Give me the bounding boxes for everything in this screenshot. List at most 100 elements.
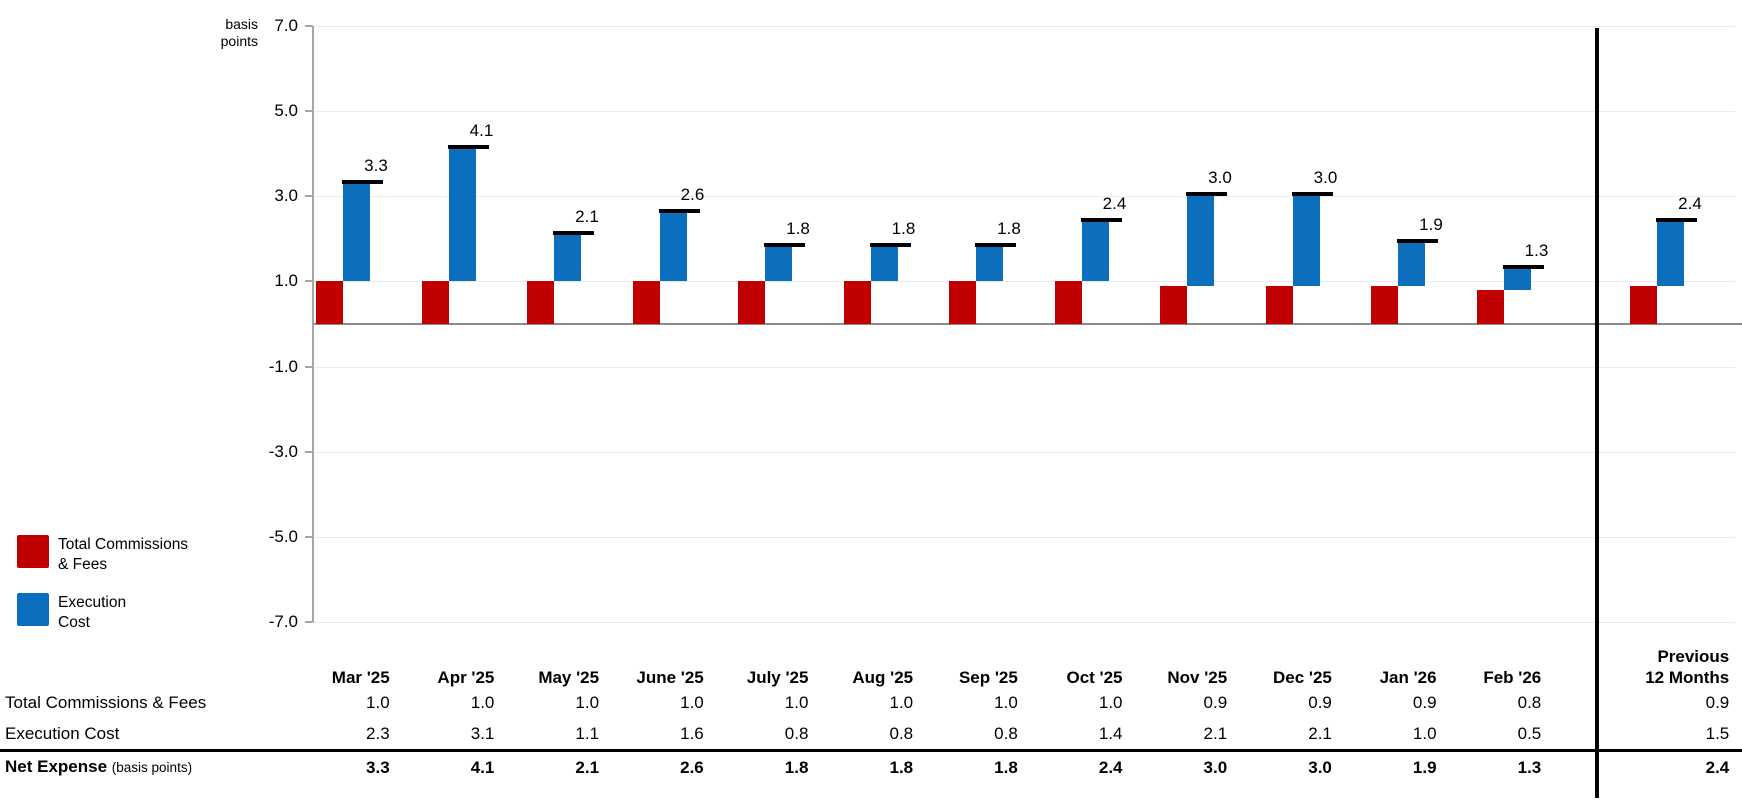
previous-period-divider: [1595, 28, 1599, 798]
net-expense-marker: [1397, 239, 1438, 244]
month-header-cell: Aug '25: [852, 668, 914, 687]
row-label-cell: Total Commissions & Fees: [5, 693, 207, 712]
gridline: [312, 621, 1735, 623]
value-cell: 3.0: [1203, 757, 1228, 777]
bar-total-commissions-fees: [949, 281, 976, 324]
value-cell: 1.8: [994, 757, 1018, 777]
month-header-cell: Oct '25: [1066, 668, 1123, 687]
value-cell: 2.4: [1098, 757, 1123, 777]
net-expense-marker: [553, 230, 594, 235]
net-expense-separator-line: [0, 749, 1742, 752]
bar-total-commissions-fees: [527, 281, 554, 324]
value-cell: 0.9: [1412, 693, 1437, 712]
table-header-row: Mar '25 Apr '25 May '25 June '25 July '25 Aug…: [0, 631, 1729, 688]
y-axis-tick-label: 3.0: [274, 186, 298, 206]
value-cell: 1.0: [366, 693, 390, 712]
y-axis-tick: [305, 365, 313, 368]
value-cell: 3.0: [1308, 757, 1332, 777]
month-header-cell: Nov '25: [1167, 668, 1228, 687]
bar-total-commissions-fees: [1476, 289, 1504, 324]
y-axis-tick-label: -5.0: [268, 526, 298, 546]
y-axis-tick: [305, 25, 313, 27]
month-header-cell: July '25: [746, 668, 809, 687]
bar-execution-cost: [765, 247, 792, 282]
gridline: [312, 281, 1735, 283]
value-cell: 1.8: [784, 757, 809, 777]
value-cell: 1.0: [680, 693, 704, 712]
table-row-net-expense: Net Expense (basis points) 3.3 4.1 2.1 2.6 1.…: [0, 752, 1729, 783]
y-axis-tick-label: -1.0: [268, 356, 298, 376]
bar-total-commissions-fees: [632, 281, 660, 324]
bar-execution-cost: [343, 183, 370, 282]
net-expense-value-label: 2.4: [1102, 193, 1127, 213]
value-cell: 1.1: [575, 723, 600, 743]
month-header-cell: June '25: [636, 668, 704, 687]
bar-total-commissions-fees: [738, 281, 765, 324]
table-row-total-commissions: Total Commissions & Fees 1.0 1.0 1.0 1.0 1.0 1…: [0, 688, 1729, 718]
month-header-cell: Jan '26: [1379, 668, 1437, 687]
net-expense-marker: [658, 209, 700, 214]
legend-item-execution-cost: Execution Cost: [17, 593, 126, 633]
value-cell: 1.0: [889, 693, 914, 712]
bar-execution-cost: [554, 234, 581, 282]
net-expense-marker: [975, 243, 1016, 248]
month-header-cell: Dec '25: [1273, 668, 1332, 687]
gridline: [312, 26, 1735, 27]
previous-12-months-value-cell: 2.4: [1705, 757, 1730, 777]
y-axis-tick: [305, 450, 313, 453]
value-cell: 1.0: [470, 693, 495, 712]
value-cell: 1.4: [1098, 723, 1123, 743]
y-axis-tick: [305, 195, 313, 198]
net-expense-value-label: 2.1: [575, 206, 599, 226]
value-cell: 4.1: [470, 757, 495, 777]
bar-total-commissions-fees: [316, 281, 343, 324]
y-axis-tick: [305, 535, 313, 538]
net-expense-value-label: 1.8: [786, 219, 810, 239]
bar-execution-cost: [1503, 268, 1531, 290]
net-expense-marker: [1186, 192, 1227, 197]
zero-line: [312, 323, 1742, 325]
y-axis-tick-label: -7.0: [268, 611, 298, 631]
net-expense-value-label: 1.3: [1524, 240, 1549, 260]
month-header-cell: Feb '26: [1483, 668, 1542, 687]
commissions-swatch-icon: [17, 535, 49, 568]
net-expense-value-label-previous-12-months: 2.4: [1678, 193, 1702, 213]
row-label-cell: Execution Cost: [5, 723, 120, 743]
bar-total-commissions-fees: [1054, 281, 1082, 324]
value-cell: 1.3: [1517, 757, 1542, 777]
value-cell: 2.1: [1203, 723, 1228, 743]
bar-execution-cost: [1187, 196, 1214, 286]
net-expense-value-label: 1.8: [997, 219, 1021, 239]
bar-execution-cost: [1398, 243, 1425, 286]
gridline: [312, 111, 1735, 113]
previous-12-months-value-cell: 1.5: [1705, 723, 1730, 743]
value-cell: 2.1: [575, 757, 600, 777]
legend-item-total-commissions-fees: Total Commissions & Fees: [17, 535, 188, 575]
net-expense-marker: [1080, 217, 1122, 222]
value-cell: 0.8: [889, 723, 914, 743]
net-expense-marker: [1502, 264, 1544, 269]
legend-label: Execution Cost: [58, 594, 127, 631]
net-expense-value-label: 4.1: [469, 121, 494, 141]
bar-total-commissions-fees: [1265, 285, 1293, 324]
y-axis-tick: [305, 110, 313, 113]
net-expense-marker: [764, 243, 805, 248]
bar-execution-cost: [1081, 221, 1109, 282]
value-cell: 0.5: [1517, 723, 1542, 743]
y-axis-tick: [305, 280, 313, 283]
value-cell: 2.6: [680, 757, 704, 777]
bar-execution-cost: [1292, 196, 1320, 286]
value-cell: 1.9: [1412, 757, 1437, 777]
net-expense-marker: [869, 243, 911, 248]
value-cell: 1.0: [784, 693, 809, 712]
value-cell: 3.1: [470, 723, 495, 743]
value-cell: 0.9: [1203, 693, 1228, 712]
net-expense-value-label: 3.3: [364, 155, 388, 175]
y-axis-tick-label: 1.0: [274, 271, 298, 291]
gridline: [312, 451, 1735, 453]
month-header-cell: May '25: [538, 668, 600, 687]
table-row-execution-cost: Execution Cost 2.3 3.1 1.1 1.6 0.8 0.8 0.8 1.4 2.…: [0, 718, 1729, 749]
net-expense-value-label: 1.8: [891, 219, 916, 239]
bar-execution-cost: [870, 247, 898, 282]
